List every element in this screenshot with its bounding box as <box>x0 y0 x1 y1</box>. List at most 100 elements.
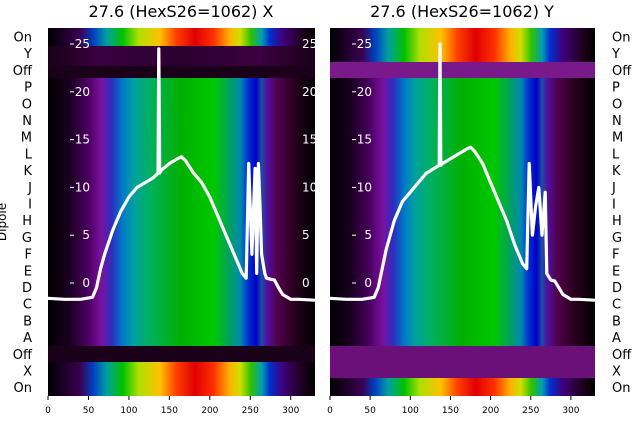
right-dipole-label: M <box>612 131 623 146</box>
left-xtick-label: 50 <box>83 406 95 416</box>
left-ytick-label-secondary: 5 <box>302 228 310 242</box>
right-heatmap-bottom-band <box>330 378 595 396</box>
left-ytick-labels: 0 0 5 5 10 10 15 15 20 20 25 25 <box>70 37 317 290</box>
right-heatmap-off-band <box>330 62 595 78</box>
right-dipole-label: E <box>612 264 620 279</box>
right-dipole-label: P <box>612 81 620 96</box>
left-ytick-label: 25 <box>75 37 90 51</box>
left-profile-line <box>48 47 315 302</box>
left-ytick-label-secondary: 25 <box>302 37 317 51</box>
left-heatmap-dipole-band <box>48 46 315 66</box>
left-profile-layer <box>48 47 315 302</box>
left-dipole-label: Off <box>13 64 33 79</box>
right-ytick-labels: 0 5 10 15 20 25 <box>352 37 372 290</box>
left-dipole-label: E <box>24 264 32 279</box>
left-xtick-label: 300 <box>282 406 299 416</box>
left-dipole-label: On <box>14 31 32 46</box>
left-heatmap <box>48 28 315 396</box>
left-dipole-label: I <box>28 198 32 213</box>
left-panel: 27.6 (HexS26=1062) X 0 0 5 5 10 10 15 15 20 20 25 2… <box>0 2 317 416</box>
left-ytick-label: 0 <box>82 276 90 290</box>
right-dipole-label: O <box>612 97 622 112</box>
left-heatmap-bottom-band <box>48 362 315 396</box>
left-ytick-label: 5 <box>82 228 90 242</box>
left-ytick-label: 10 <box>75 180 90 194</box>
left-ytick-label: 20 <box>75 85 90 99</box>
left-dipole-label: On <box>14 381 32 396</box>
right-ytick-label: 10 <box>357 180 372 194</box>
left-ytick-label-secondary: 10 <box>302 180 317 194</box>
right-dipole-label: D <box>612 281 622 296</box>
left-xtick-label: 0 <box>45 406 51 416</box>
left-heatmap-off-band-lower <box>48 346 315 362</box>
right-dipole-label: A <box>612 331 621 346</box>
right-ytick-label: 5 <box>364 228 372 242</box>
right-dipole-label: I <box>612 198 616 213</box>
right-heatmap-top-band <box>330 28 595 62</box>
right-dipole-label: F <box>612 248 619 263</box>
left-heatmap-off-band <box>48 66 315 78</box>
right-xtick-label: 0 <box>327 406 333 416</box>
right-heatmap-off-band-lower <box>330 346 595 378</box>
right-x-axis: 0 50 100 150 200 250 300 <box>327 396 580 416</box>
left-xtick-label: 150 <box>161 406 178 416</box>
right-heatmap <box>330 28 595 396</box>
left-dipole-label: X <box>23 365 32 380</box>
right-ytick-label: 15 <box>357 133 372 147</box>
right-xtick-label: 150 <box>442 406 459 416</box>
left-dipole-label: J <box>27 181 32 196</box>
right-xtick-label: 250 <box>522 406 539 416</box>
right-dipole-label: Off <box>612 348 632 363</box>
left-dipole-label: C <box>23 298 32 313</box>
left-dipole-label: L <box>25 147 33 162</box>
left-dipole-label: K <box>23 164 32 179</box>
left-ytick-label-secondary: 0 <box>302 276 310 290</box>
right-xtick-label: 100 <box>402 406 419 416</box>
left-xtick-label: 200 <box>201 406 218 416</box>
right-profile-line <box>330 42 595 302</box>
right-dipole-label: H <box>612 214 622 229</box>
left-dipole-label: Y <box>23 47 32 62</box>
left-ytick-label-secondary: 20 <box>302 85 317 99</box>
right-dipole-label: Off <box>612 64 632 79</box>
right-dipole-label: G <box>612 231 622 246</box>
left-dipole-label: N <box>22 114 32 129</box>
left-dipole-label: A <box>23 331 32 346</box>
left-dipole-label: H <box>22 214 32 229</box>
left-dipole-label: F <box>25 248 32 263</box>
left-dipole-label: G <box>22 231 32 246</box>
left-heatmap-top-band <box>48 28 315 46</box>
right-ytick-label: 0 <box>364 276 372 290</box>
left-x-axis: 0 50 100 150 200 250 300 <box>45 396 300 416</box>
left-heatmap-main-band <box>48 78 315 346</box>
right-heatmap-main-band <box>330 78 595 346</box>
right-dipole-label: On <box>612 381 630 396</box>
right-dipole-label: B <box>612 314 621 329</box>
left-dipole-label: B <box>23 314 32 329</box>
right-dipole-label: N <box>612 114 622 129</box>
left-ytick-label-secondary: 15 <box>302 133 317 147</box>
left-dipole-label: Off <box>13 348 33 363</box>
left-xtick-label: 250 <box>242 406 259 416</box>
left-xtick-label: 100 <box>120 406 137 416</box>
left-panel-title: 27.6 (HexS26=1062) X <box>89 2 274 21</box>
left-dipole-label: M <box>21 131 32 146</box>
left-dipole-label: O <box>22 97 32 112</box>
right-dipole-label: J <box>611 181 616 196</box>
left-dipole-label: P <box>24 81 32 96</box>
right-dipole-label: K <box>612 164 621 179</box>
right-panel-title: 27.6 (HexS26=1062) Y <box>370 2 554 21</box>
right-dipole-label: X <box>612 365 621 380</box>
right-profile-layer <box>330 42 595 302</box>
right-dipole-label: On <box>612 31 630 46</box>
left-y-axis-label: Dipole <box>0 203 9 241</box>
right-xtick-label: 200 <box>482 406 499 416</box>
right-xtick-label: 300 <box>562 406 579 416</box>
right-dipole-label: L <box>612 147 620 162</box>
left-dipole-label: D <box>22 281 32 296</box>
right-dipole-label: Y <box>611 47 620 62</box>
